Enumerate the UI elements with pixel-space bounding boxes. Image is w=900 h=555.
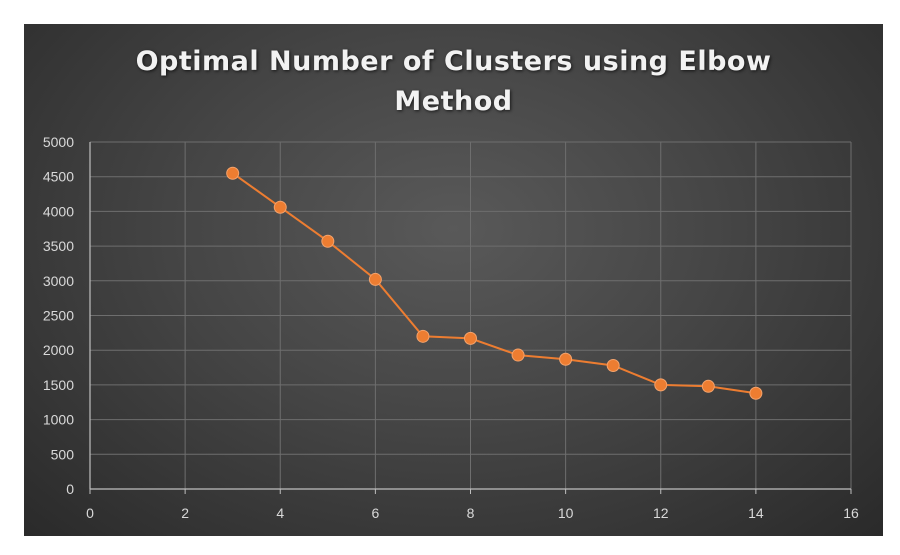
series-line xyxy=(232,172,757,395)
data-point xyxy=(273,200,287,214)
data-point xyxy=(654,378,668,392)
x-tick-label: 12 xyxy=(653,505,669,521)
y-tick-label: 0 xyxy=(66,481,74,497)
x-tick-label: 16 xyxy=(843,505,859,521)
x-tick-label: 0 xyxy=(86,505,94,521)
x-tick-label: 14 xyxy=(748,505,764,521)
data-point xyxy=(749,386,763,400)
data-point xyxy=(701,379,715,393)
y-tick-label: 500 xyxy=(51,446,75,462)
x-tick-label: 10 xyxy=(558,505,574,521)
y-tick-label: 2000 xyxy=(43,342,74,358)
y-tick-label: 2500 xyxy=(43,308,74,324)
x-tick-label: 8 xyxy=(467,505,475,521)
y-tick-label: 5000 xyxy=(43,134,74,150)
data-point xyxy=(559,352,573,366)
y-tick-label: 4000 xyxy=(43,203,74,219)
data-point xyxy=(606,358,620,372)
chart-title-line-1: Optimal Number of Clusters using Elbow xyxy=(135,46,772,77)
chart-title-line-2: Method xyxy=(394,86,513,117)
data-point xyxy=(464,331,477,345)
y-tick-label: 3500 xyxy=(43,238,74,254)
data-point xyxy=(416,329,430,343)
data-point xyxy=(511,348,525,362)
data-point xyxy=(368,272,382,286)
y-tick-label: 4500 xyxy=(43,169,74,185)
x-tick-label: 6 xyxy=(371,505,379,521)
x-tick-label: 4 xyxy=(276,505,284,521)
data-point xyxy=(226,166,240,180)
y-tick-label: 3000 xyxy=(43,273,74,289)
plot-svg: 0 500 1000 1500 2000 2500 3000 3500 4000 4500 5000… xyxy=(43,134,859,521)
y-tick-label: 1000 xyxy=(43,412,74,428)
y-tick-label: 1500 xyxy=(43,377,74,393)
x-tick-label: 2 xyxy=(181,505,189,521)
chart-title: Optimal Number of Clusters using Elbow M… xyxy=(24,42,883,122)
data-point xyxy=(321,234,335,248)
chart-area: Optimal Number of Clusters using Elbow M… xyxy=(24,24,883,536)
